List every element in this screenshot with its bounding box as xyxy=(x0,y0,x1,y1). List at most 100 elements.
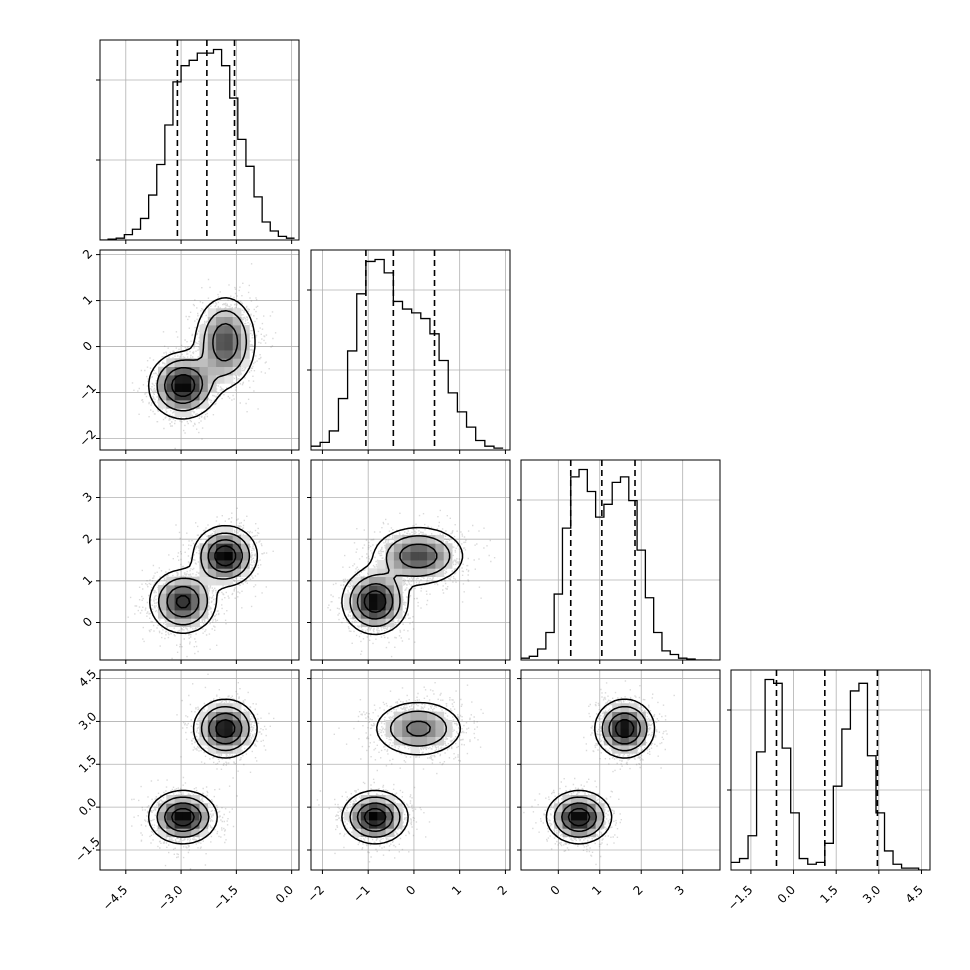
density-cell xyxy=(224,543,234,552)
panel-3-2 xyxy=(517,669,721,874)
density-cell xyxy=(216,366,225,376)
density-cell xyxy=(174,375,184,384)
density-cell xyxy=(199,543,209,552)
density-cell xyxy=(232,350,242,359)
density-cell xyxy=(232,560,242,569)
density-cell xyxy=(360,576,370,586)
density-cell xyxy=(232,736,242,746)
density-cell xyxy=(232,325,242,334)
density-cell xyxy=(369,601,378,611)
panel-2-2 xyxy=(517,459,721,664)
density-contour xyxy=(349,710,448,838)
density-cell xyxy=(207,535,217,544)
density-cell xyxy=(595,811,605,821)
density-cell xyxy=(360,610,370,619)
density-cell xyxy=(199,803,209,812)
density-cell xyxy=(174,803,184,812)
density-cell xyxy=(158,820,167,829)
density-cell xyxy=(427,711,436,721)
density-cell xyxy=(166,366,175,376)
density-cell xyxy=(199,568,209,577)
density-cell xyxy=(443,543,453,552)
density-contour xyxy=(175,545,237,609)
density-contour xyxy=(156,705,250,838)
x-tick-label: −4.5 xyxy=(100,883,131,914)
density-cell xyxy=(393,610,403,619)
density-cell xyxy=(207,736,217,746)
density-cell xyxy=(158,383,167,392)
density-cell xyxy=(158,375,167,384)
histogram-step xyxy=(731,678,928,870)
density-cell xyxy=(224,308,234,317)
density-cell xyxy=(216,576,225,586)
density-cell xyxy=(418,728,428,737)
density-contour xyxy=(147,698,258,845)
density-cell xyxy=(377,576,386,586)
panel-frame xyxy=(520,669,721,871)
density-cell xyxy=(207,366,217,376)
density-cell xyxy=(393,576,403,586)
density-cell xyxy=(216,720,225,729)
density-cell xyxy=(216,526,225,536)
density-cell xyxy=(579,828,588,837)
density-cell xyxy=(562,820,572,829)
density-cell xyxy=(207,720,217,729)
density-cell xyxy=(418,551,428,561)
x-tick-label: 1 xyxy=(589,883,604,898)
density-cell xyxy=(232,358,242,367)
density-cell xyxy=(393,535,403,544)
density-cell xyxy=(216,358,225,367)
density-cell xyxy=(216,535,225,544)
density-cell xyxy=(166,383,175,392)
y-tick-label: 0.0 xyxy=(76,795,99,818)
x-tick-label: 3.0 xyxy=(860,883,883,906)
density-cell xyxy=(224,535,234,544)
density-cell xyxy=(216,341,225,351)
density-cell xyxy=(191,820,200,829)
density-cell xyxy=(158,400,167,409)
density-cell xyxy=(352,576,362,586)
density-contour xyxy=(356,720,431,832)
x-tick-label: −1 xyxy=(350,883,372,905)
density-cell xyxy=(241,728,250,737)
density-cell xyxy=(369,828,378,837)
density-cell xyxy=(352,593,362,602)
density-cell xyxy=(418,711,428,721)
density-cell xyxy=(216,308,225,317)
density-contour xyxy=(163,712,243,832)
density-cell xyxy=(207,316,217,326)
density-cell xyxy=(377,560,386,569)
density-cell xyxy=(216,316,225,326)
density-cell xyxy=(385,560,395,569)
density-cell xyxy=(199,325,209,334)
panel-frame xyxy=(99,39,300,241)
density-cell xyxy=(199,585,209,594)
density-cell xyxy=(427,535,436,544)
density-cell xyxy=(554,811,563,821)
density-cell xyxy=(393,728,403,737)
density-cell xyxy=(199,576,209,586)
density-cell xyxy=(603,711,613,721)
density-cell xyxy=(166,400,175,409)
y-tick-label: 2 xyxy=(80,247,95,262)
density-cell xyxy=(377,610,386,619)
density-cell xyxy=(410,745,420,754)
panel-frame xyxy=(99,249,300,451)
density-cell xyxy=(174,795,184,804)
density-cell xyxy=(410,543,420,552)
density-cell xyxy=(385,803,395,812)
density-cell xyxy=(199,391,209,401)
x-tick-label: 0 xyxy=(403,883,418,898)
density-cell xyxy=(587,820,596,829)
density-cell xyxy=(579,803,588,812)
density-cell xyxy=(385,585,395,594)
density-cell xyxy=(232,316,242,326)
density-cell xyxy=(191,358,200,367)
density-cell xyxy=(207,333,217,342)
density-cell xyxy=(241,358,250,367)
density-cell xyxy=(369,795,378,804)
density-cell xyxy=(232,366,242,376)
density-cell xyxy=(158,828,167,837)
density-cell xyxy=(216,325,225,334)
density-cell xyxy=(587,828,596,837)
